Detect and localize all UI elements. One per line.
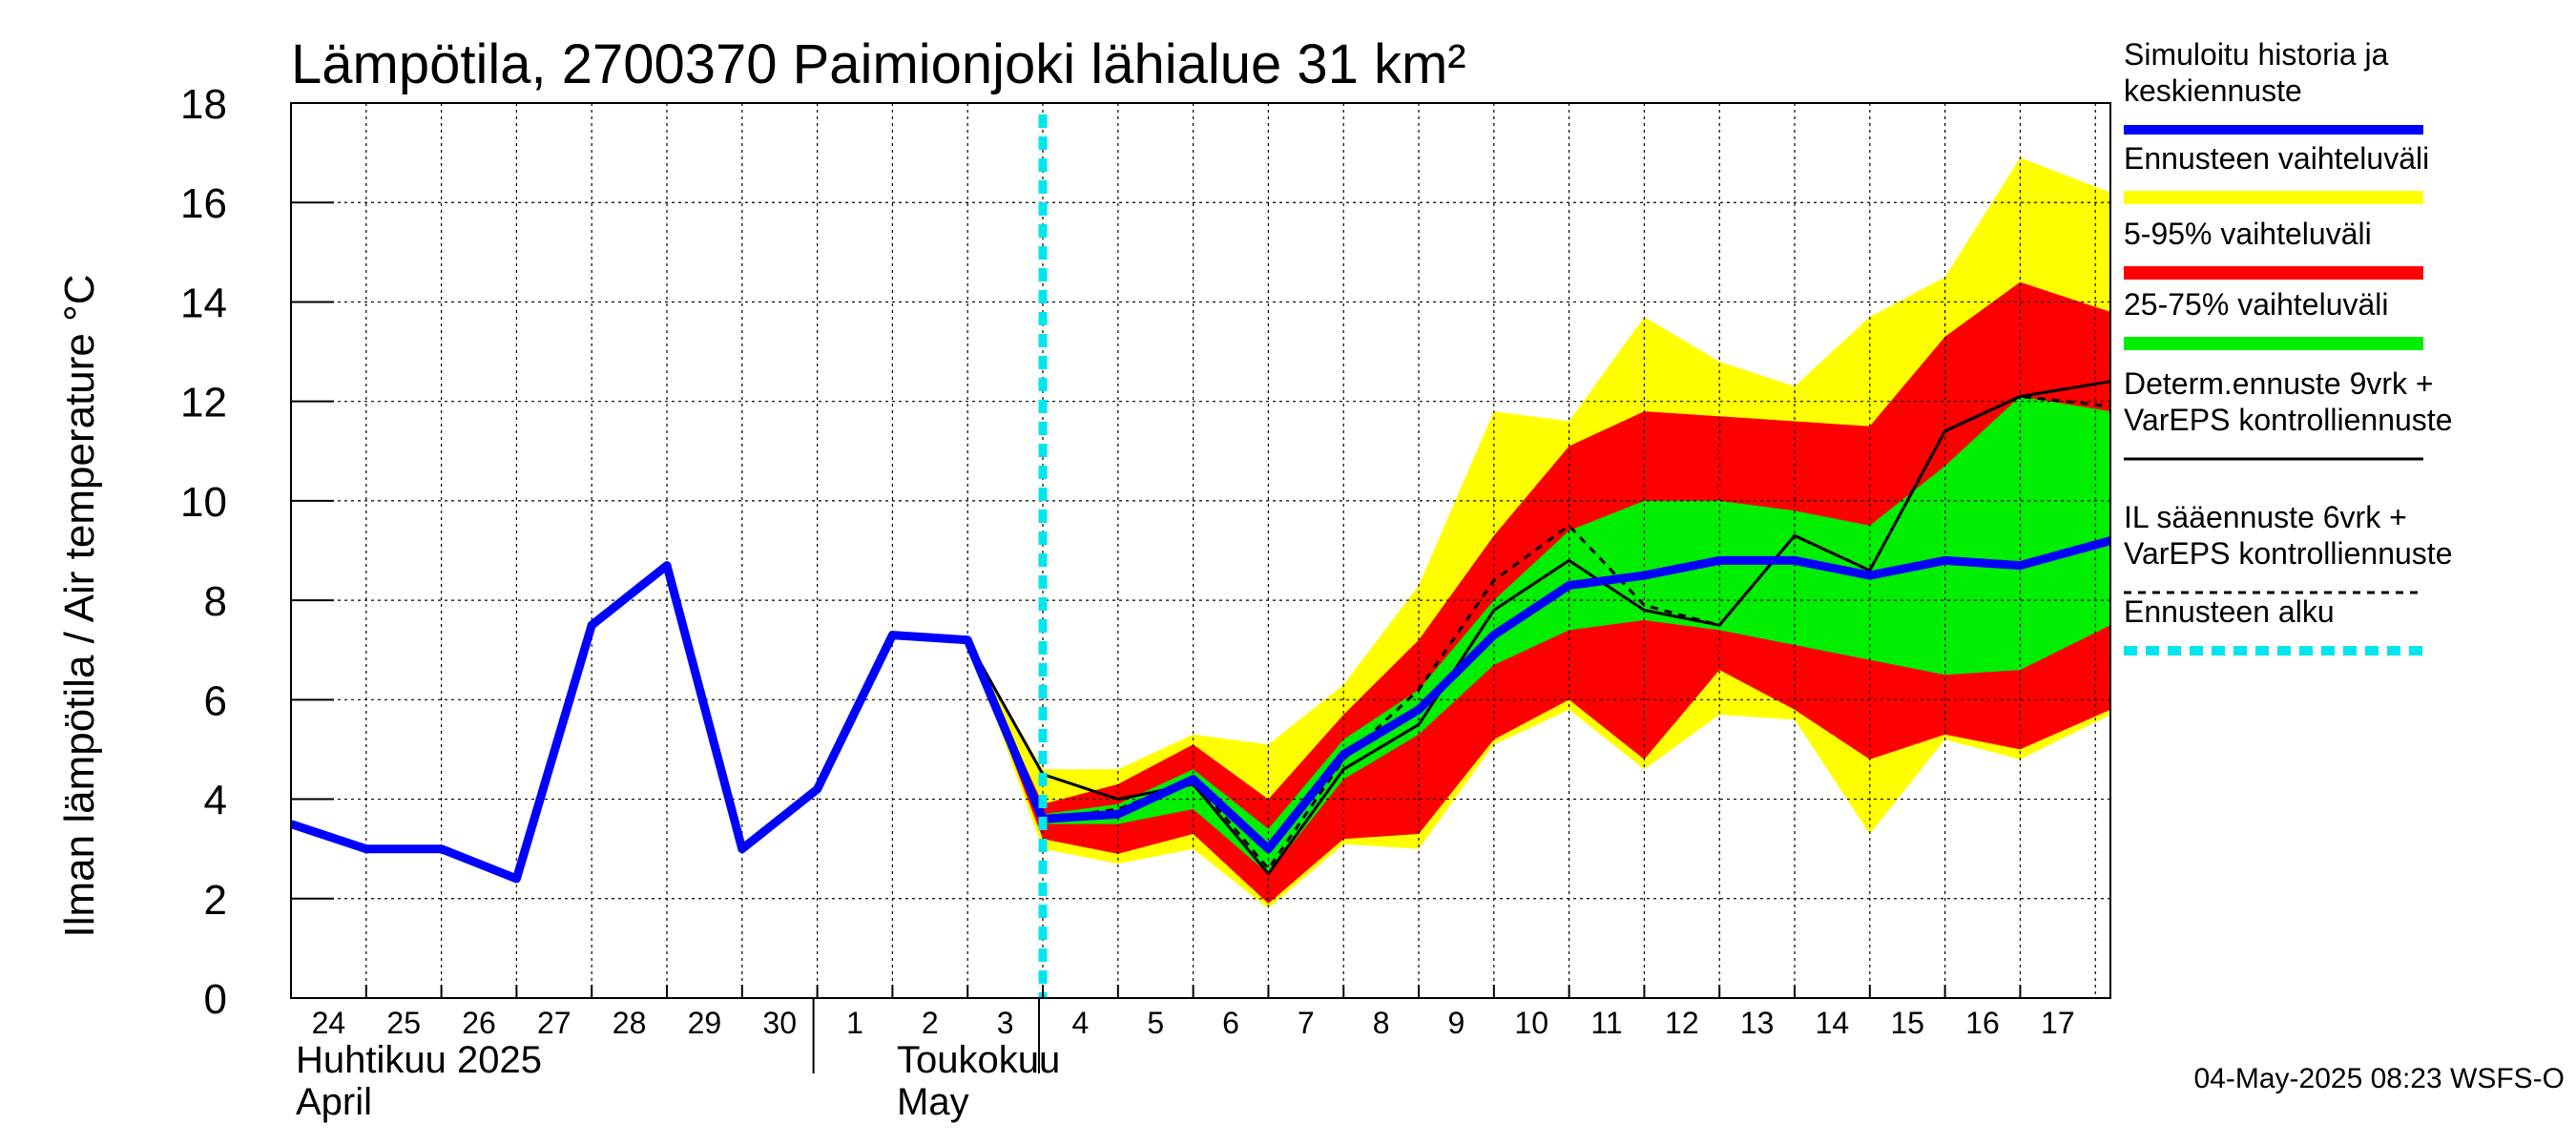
x-day-label: 11 bbox=[1590, 1006, 1622, 1040]
x-day-label: 24 bbox=[312, 1006, 346, 1040]
band-green bbox=[967, 396, 2111, 874]
x-day-label: 25 bbox=[386, 1006, 421, 1040]
x-day-label: 5 bbox=[1147, 1006, 1164, 1040]
x-day-label: 2 bbox=[922, 1006, 939, 1040]
y-tick-label: 6 bbox=[204, 677, 227, 724]
month-label: Huhtikuu 2025 bbox=[296, 1039, 542, 1081]
month-label-en: April bbox=[296, 1081, 372, 1123]
legend-label: Ennusteen vaihteluväli bbox=[2124, 141, 2429, 176]
x-day-label: 14 bbox=[1816, 1006, 1850, 1040]
x-day-label: 10 bbox=[1514, 1006, 1548, 1040]
legend-label: 5-95% vaihteluväli bbox=[2124, 217, 2372, 251]
x-day-label: 6 bbox=[1222, 1006, 1239, 1040]
y-tick-label: 2 bbox=[204, 877, 227, 924]
plot-frame bbox=[290, 102, 2111, 999]
y-tick-label: 12 bbox=[180, 380, 227, 427]
y-tick-label: 16 bbox=[180, 180, 227, 227]
x-day-label: 28 bbox=[613, 1006, 647, 1040]
x-day-label: 9 bbox=[1448, 1006, 1465, 1040]
series-il_forecast bbox=[966, 395, 2111, 870]
legend-label: keskiennuste bbox=[2124, 73, 2302, 108]
y-tick-label: 8 bbox=[204, 578, 227, 625]
forecast-bands bbox=[967, 157, 2111, 909]
y-tick-label: 14 bbox=[180, 280, 227, 326]
y-tick-label: 0 bbox=[204, 976, 227, 1023]
legend-label: VarEPS kontrolliennuste bbox=[2124, 536, 2452, 571]
x-day-label: 30 bbox=[762, 1006, 797, 1040]
y-tick-label: 18 bbox=[180, 81, 227, 128]
x-day-label: 15 bbox=[1890, 1006, 1924, 1040]
grid-lines bbox=[291, 102, 2110, 998]
x-day-label: 29 bbox=[688, 1006, 722, 1040]
month-label: Toukokuu bbox=[897, 1039, 1060, 1081]
y-tick-label: 4 bbox=[204, 778, 227, 824]
x-day-label: 16 bbox=[1965, 1006, 2000, 1040]
x-day-label: 3 bbox=[997, 1006, 1014, 1040]
y-axis-label: Ilman lämpötila / Air temperature °C bbox=[56, 275, 103, 938]
legend-label: Determ.ennuste 9vrk + bbox=[2124, 366, 2434, 401]
x-day-label: 27 bbox=[537, 1006, 571, 1040]
x-day-label: 7 bbox=[1298, 1006, 1315, 1040]
series-lines bbox=[289, 114, 2112, 998]
x-day-label: 4 bbox=[1072, 1006, 1090, 1040]
legend-label: Ennusteen alku bbox=[2124, 594, 2335, 629]
x-day-label: 8 bbox=[1373, 1006, 1390, 1040]
legend-label: IL sääennuste 6vrk + bbox=[2124, 500, 2407, 534]
chart-title: Lämpötila, 2700370 Paimionjoki lähialue … bbox=[291, 33, 1466, 95]
legend-label: 25-75% vaihteluväli bbox=[2124, 287, 2389, 322]
x-day-label: 12 bbox=[1665, 1006, 1699, 1040]
legend-label: Simuloitu historia ja bbox=[2124, 37, 2389, 72]
x-day-label: 17 bbox=[2041, 1006, 2075, 1040]
x-day-label: 26 bbox=[462, 1006, 496, 1040]
timestamp: 04-May-2025 08:23 WSFS-O bbox=[2194, 1063, 2566, 1094]
x-day-label: 13 bbox=[1740, 1006, 1775, 1040]
series-history_mean bbox=[289, 536, 2112, 884]
y-tick-label: 10 bbox=[180, 479, 227, 526]
month-label-en: May bbox=[897, 1081, 969, 1123]
x-day-label: 1 bbox=[846, 1006, 863, 1040]
legend-label: VarEPS kontrolliennuste bbox=[2124, 403, 2452, 437]
